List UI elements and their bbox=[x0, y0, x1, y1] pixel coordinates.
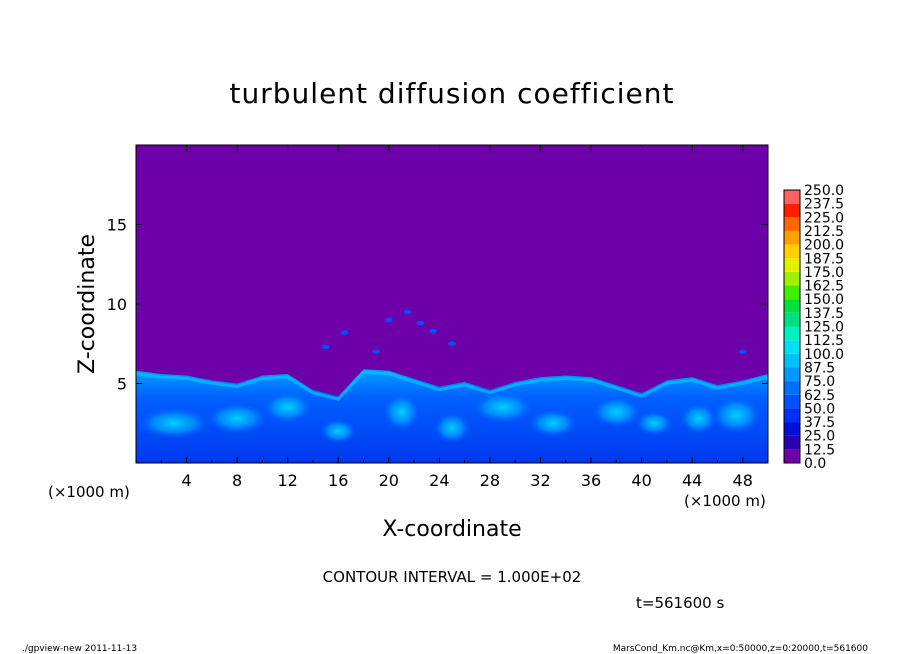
colorbar-swatch bbox=[784, 394, 800, 409]
eddy-blob bbox=[527, 408, 579, 438]
colorbar-swatch bbox=[784, 340, 800, 354]
x-tick-label: 44 bbox=[682, 471, 702, 490]
detached-eddy bbox=[448, 341, 456, 346]
colorbar-swatch bbox=[784, 244, 800, 259]
colorbar-swatch bbox=[784, 203, 800, 218]
eddy-blob bbox=[591, 396, 642, 429]
colorbar-label: 225.0 bbox=[804, 210, 844, 226]
colorbar-label: 62.5 bbox=[804, 388, 835, 404]
colorbar-label: 250.0 bbox=[804, 183, 844, 199]
eddy-blob bbox=[679, 402, 718, 435]
colorbar-label: 25.0 bbox=[804, 429, 835, 445]
colorbar-label: 112.5 bbox=[804, 333, 844, 349]
y-tick-label: 5 bbox=[117, 375, 127, 394]
colorbar-label: 87.5 bbox=[804, 360, 835, 376]
chart-title: turbulent diffusion coefficient bbox=[230, 77, 675, 110]
colorbar-label: 125.0 bbox=[804, 320, 844, 336]
colorbar-label: 187.5 bbox=[804, 251, 844, 267]
x-unit-label-right: (×1000 m) bbox=[684, 492, 766, 510]
turbulent-layer-rim bbox=[136, 370, 768, 401]
contour-interval: CONTOUR INTERVAL = 1.000E+02 bbox=[323, 568, 582, 586]
x-tick-label: 48 bbox=[733, 471, 753, 490]
eddy-blob bbox=[711, 396, 762, 435]
detached-eddy bbox=[372, 349, 381, 354]
plot-area bbox=[136, 145, 768, 463]
colorbar-swatch bbox=[784, 230, 800, 245]
x-tick-label: 40 bbox=[631, 471, 651, 490]
x-tick-label: 16 bbox=[328, 471, 348, 490]
x-tick-label: 12 bbox=[278, 471, 298, 490]
eddy-blob bbox=[136, 407, 212, 440]
colorbar-swatch bbox=[784, 299, 800, 313]
eddy-blob bbox=[262, 391, 313, 424]
x-unit-label-left: (×1000 m) bbox=[48, 483, 130, 501]
detached-eddy bbox=[321, 344, 330, 350]
colorbar-label: 150.0 bbox=[804, 292, 844, 308]
colorbar-label: 75.0 bbox=[804, 374, 835, 390]
footer-left: ./gpview-new 2011-11-13 bbox=[22, 644, 137, 654]
detached-eddy bbox=[340, 330, 349, 335]
colorbar-swatch bbox=[784, 449, 800, 463]
colorbar-label: 175.0 bbox=[804, 265, 844, 281]
colorbar-label: 50.0 bbox=[804, 401, 835, 417]
eddy-blob bbox=[319, 418, 358, 444]
colorbar-label: 237.5 bbox=[804, 197, 844, 213]
x-tick-label: 20 bbox=[379, 471, 399, 490]
x-axis: 4 8 12 16 20 24 28 32 36 40 44 48 bbox=[160, 145, 753, 490]
colorbar-swatch bbox=[784, 408, 800, 423]
colorbar-swatch bbox=[784, 258, 800, 272]
eddy-blob bbox=[470, 391, 535, 424]
colorbar-swatch bbox=[784, 367, 800, 382]
colorbar-swatch bbox=[784, 271, 800, 286]
colorbar-swatch bbox=[784, 381, 800, 395]
detached-eddy bbox=[403, 309, 412, 315]
colorbar-swatch bbox=[784, 190, 800, 204]
y-tick-label: 10 bbox=[107, 295, 127, 314]
colorbar-label: 200.0 bbox=[804, 238, 844, 254]
y-axis-label: Z-coordinate bbox=[75, 234, 100, 374]
colorbar-swatch bbox=[784, 435, 800, 450]
colorbar-label: 12.5 bbox=[804, 442, 835, 458]
colorbar-label: 100.0 bbox=[804, 347, 844, 363]
eddy-blob bbox=[382, 393, 421, 432]
colorbar-label: 37.5 bbox=[804, 415, 835, 431]
y-tick-label: 15 bbox=[107, 216, 127, 235]
x-tick-label: 4 bbox=[181, 471, 191, 490]
colorbar-swatch bbox=[784, 285, 800, 300]
colorbar-swatch bbox=[784, 217, 800, 231]
x-tick-label: 24 bbox=[429, 471, 449, 490]
footer-right: MarsCond_Km.nc@Km,x=0:50000,z=0:20000,t=… bbox=[613, 644, 868, 654]
colorbar-swatch bbox=[784, 312, 800, 327]
colorbar-label: 0.0 bbox=[804, 456, 826, 472]
colorbar-swatch bbox=[784, 326, 800, 341]
time-label: t=561600 s bbox=[636, 594, 724, 612]
colorbar-swatch bbox=[784, 353, 800, 368]
detached-eddy bbox=[429, 328, 438, 334]
detached-eddy bbox=[416, 320, 425, 326]
x-tick-label: 8 bbox=[232, 471, 242, 490]
eddy-blob bbox=[635, 410, 674, 436]
x-tick-label: 28 bbox=[480, 471, 500, 490]
colorbar-swatch bbox=[784, 422, 800, 436]
x-tick-label: 36 bbox=[581, 471, 601, 490]
y-axis: 5 10 15 bbox=[107, 216, 768, 394]
colorbar-frame bbox=[783, 189, 801, 464]
detached-eddy bbox=[738, 349, 747, 354]
detached-eddy bbox=[384, 317, 393, 323]
colorbar-label: 162.5 bbox=[804, 279, 844, 295]
turbulence-layer bbox=[136, 309, 768, 463]
colorbar: 0.012.525.037.550.062.575.087.5100.0112.… bbox=[783, 183, 844, 472]
colorbar-label: 137.5 bbox=[804, 306, 844, 322]
colorbar-label: 212.5 bbox=[804, 224, 844, 240]
eddy-blob bbox=[205, 402, 269, 435]
eddy-blob bbox=[433, 412, 471, 444]
x-tick-label: 32 bbox=[530, 471, 550, 490]
x-axis-label: X-coordinate bbox=[382, 517, 521, 542]
